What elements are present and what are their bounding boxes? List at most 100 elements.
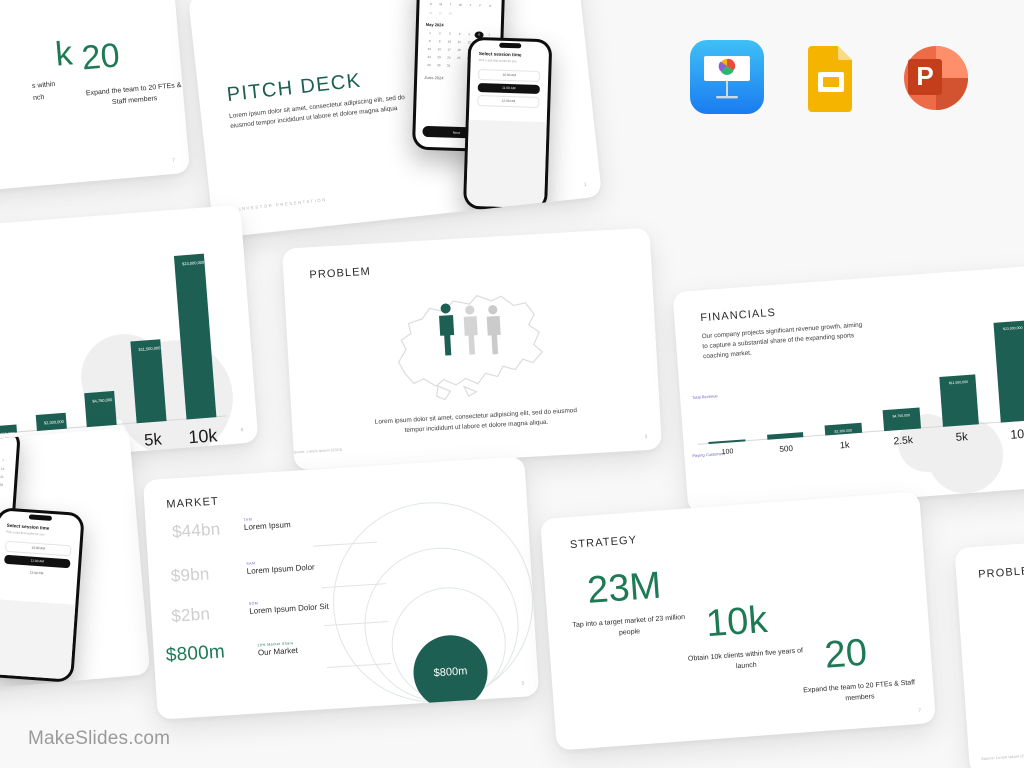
calendar-day[interactable]: 29 [427,62,431,67]
calendar-day[interactable]: 22 [427,54,432,59]
phone-mockup-timeslots-partial[interactable]: Select session time Pick a slot that wor… [0,507,85,683]
market-value: $44bn [171,519,221,542]
weekday: S [488,3,492,8]
calendar-day[interactable]: 14 [0,466,5,471]
phone-notch [499,42,522,49]
chart-bar: $23,000,000 [173,253,217,420]
strategy-stat-value-2: 10k [704,598,769,646]
problem-source: Source: Lorem Ipsum (2024) [291,447,343,455]
calendar-day[interactable]: 17 [447,47,451,52]
slide-market[interactable]: MARKET $800m $44bn TAM Lorem Ipsum $9bn … [142,456,540,720]
market-value: $800m [165,641,226,667]
calendar-day[interactable]: 21 [0,474,4,479]
calendar-day[interactable]: 30 [448,11,453,16]
market-row-our-market: $800m 10% Market Share Our Market [165,637,298,667]
slide-problem-partial-right[interactable]: PROBLEM Source: Lorem Ipsum (2024) [954,528,1024,768]
chart-x-tick: 5k [143,429,163,450]
chart-x-tick: 1k [839,439,850,451]
timeslot-option-selected[interactable]: 11:00 AM [477,82,540,94]
calendar-day[interactable]: 18 [457,47,461,52]
financials-left-bar-chart: $230,000100$1,150,000500$2,300,0001k$4,7… [0,247,227,456]
problem-right-eyebrow: PROBLEM [977,564,1024,581]
chart-bar-label: $11,500,000 [948,380,968,386]
weekday: T [469,2,472,7]
calendar-day[interactable]: 2 [438,30,441,35]
slide-financials[interactable]: FINANCIALS Our company projects signific… [672,264,1024,514]
calendar-day[interactable]: 25 [457,55,461,60]
chart-bar: $2,300,000 [35,412,67,431]
calendar-day[interactable]: 16 [437,46,442,51]
chart-bar-label: $1,150,000 [776,438,795,444]
google-slides-icon[interactable] [794,40,868,114]
calendar-day[interactable]: 11 [457,39,461,44]
calendar-day[interactable]: 28 [428,10,433,15]
calendar-day[interactable]: 15 [427,46,432,51]
calendar-day-grid[interactable]: 1234567891011121314151617181920212223242… [0,453,8,489]
timeslot-subheading: Pick a slot that works for you [478,57,517,63]
page-number: 7 [172,157,176,165]
weekday: M [439,1,443,6]
slide-strategy[interactable]: STRATEGY 23M Tap into a target market of… [540,491,936,751]
chart-bar: $11,500,000 [939,374,980,427]
powerpoint-icon[interactable]: P [898,40,972,114]
calendar-prev-month-tail[interactable]: 28 29 30 [426,9,494,18]
site-watermark: MakeSlides.com [28,728,171,749]
calendar-month-label: May 2024 [425,21,444,27]
financials-eyebrow: FINANCIALS [699,306,777,325]
calendar-day[interactable]: 1 [429,30,431,35]
chart-bar: $1,150,000 [766,432,804,444]
calendar-day[interactable]: 24 [447,55,451,60]
page-number: 1 [583,181,588,189]
chart-x-tick: 5k [955,431,969,444]
strategy-tl-value: 20 [80,36,122,78]
chart-bar: $23,000,000 [993,320,1024,423]
market-row-som: $2bn SOM Lorem Ipsum Dolor Sit [171,597,330,627]
chart-x-tick: 10k [1009,426,1024,442]
calendar-heading: Select start session date [0,436,9,446]
chart-bar-label: $4,750,000 [92,397,113,404]
market-name: Lorem Ipsum [243,520,291,532]
calendar-day[interactable]: 28 [0,482,4,487]
timeslot-option[interactable]: 12:00 PM [29,570,44,576]
timeslot-option[interactable]: 12:00 PM [501,98,516,104]
calendar-day[interactable]: 23 [437,54,441,59]
strategy-tl-partial-value: k [53,34,74,74]
chart-bar: $230,000 [708,439,745,450]
slide-phone-mockups-partial[interactable]: Select start session date Select a date … [0,427,151,697]
chart-bar-label: $1,150,000 [0,431,15,438]
calendar-day[interactable]: 29 [438,10,443,15]
calendar-day[interactable]: 8 [428,38,431,43]
slide-problem[interactable]: PROBLEM Lorem ipsum dolor sit amet, cons… [281,227,663,471]
calendar-day[interactable]: 9 [438,38,441,43]
calendar-day[interactable]: 3 [448,31,451,36]
timeslot-option[interactable]: 10:00 AM [502,72,517,78]
chart-bar-label: $2,300,000 [834,428,853,434]
calendar-day[interactable]: 5 [468,31,471,36]
timeslot-option[interactable]: 10:00 AM [4,540,72,556]
calendar-day[interactable]: 7 [2,458,5,463]
market-name: Our Market [257,645,299,658]
phone-mockup-timeslots[interactable]: Select session time Pick a slot that wor… [463,36,553,212]
strategy-eyebrow: STRATEGY [569,534,638,552]
chart-bar: $11,500,000 [130,339,167,424]
chart-bar: $4,750,000 [882,407,921,432]
strategy-stat-caption-2: Obtain 10k clients within five years of … [687,647,804,670]
weekday: T [449,2,452,7]
calendar-day[interactable]: 4 [458,31,461,36]
page-number: 7 [918,707,922,715]
timeslot-option-selected[interactable]: 11:00 AM [4,554,71,568]
calendar-day[interactable]: 30 [437,62,441,67]
slide-pitch-deck[interactable]: PITCH DECK Lorem ipsum dolor sit amet, c… [187,0,603,239]
chart-bar: $2,300,000 [825,422,863,436]
calendar-day[interactable]: 10 [447,39,452,44]
weekday: S [429,1,432,6]
calendar-day[interactable]: 31 [446,63,451,68]
keynote-icon[interactable] [690,40,764,114]
financials-x-axis-label: Paying Customers [692,450,726,459]
weekday: F [479,3,482,8]
market-row-tam: $44bn TAM Lorem Ipsum [172,515,292,542]
app-icon-row: P [690,40,972,114]
slide-strategy-partial-topleft[interactable]: k s within nch 20 Expand the team to 20 … [0,0,191,199]
market-value: $9bn [170,564,211,586]
